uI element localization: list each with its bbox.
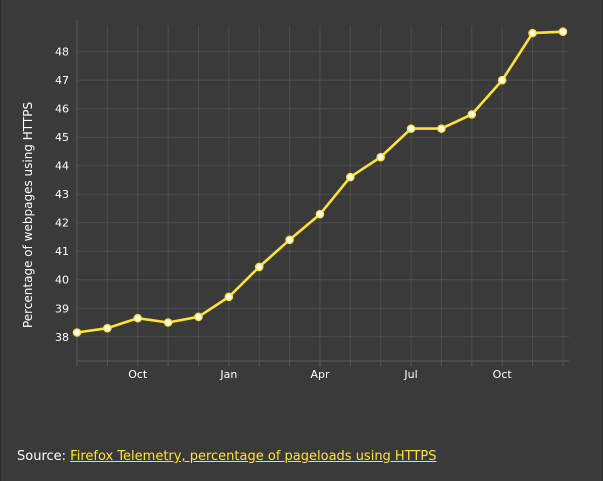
x-tick-label: Oct	[128, 368, 148, 381]
y-tick-label: 41	[55, 245, 69, 258]
data-point	[528, 28, 537, 38]
data-point	[285, 235, 294, 245]
series-https	[72, 27, 568, 337]
data-point	[133, 313, 143, 323]
axes	[76, 20, 569, 366]
data-point	[467, 110, 477, 119]
x-tick-label: Oct	[493, 368, 513, 381]
y-tick-label: 38	[55, 331, 69, 344]
y-axis-ticks: 38 39 40 41 42 43 44 45 46 47 48	[55, 46, 69, 344]
data-point	[194, 312, 203, 322]
data-point	[315, 209, 325, 219]
y-tick-label: 45	[55, 131, 69, 144]
y-tick-label: 48	[55, 46, 69, 59]
source-prefix: Source:	[17, 449, 71, 464]
y-tick-label: 47	[55, 74, 69, 87]
y-tick-label: 40	[55, 274, 69, 287]
data-point	[72, 328, 82, 337]
x-tick-label: Jan	[219, 368, 237, 381]
data-point	[558, 27, 568, 37]
data-point	[103, 323, 112, 333]
source-link[interactable]: Firefox Telemetry, percentage of pageloa…	[70, 449, 437, 464]
data-point	[224, 292, 234, 302]
y-tick-label: 46	[55, 103, 69, 116]
data-point	[437, 124, 446, 133]
data-point	[376, 152, 386, 162]
data-point	[406, 124, 416, 133]
https-line-chart: 38 39 40 41 42 43 44 45 46 47 48 Oct Jan Apr Jul Oct P…	[21, 20, 569, 381]
y-tick-label: 39	[55, 302, 69, 315]
data-point	[254, 262, 264, 272]
y-tick-label: 42	[55, 217, 69, 230]
y-tick-label: 44	[55, 160, 69, 173]
data-point	[346, 172, 355, 182]
y-axis-label: Percentage of webpages using HTTPS	[21, 102, 35, 328]
data-point	[163, 318, 173, 327]
grid-lines	[76, 26, 569, 361]
source-note: Source: Firefox Telemetry, percentage of…	[17, 449, 436, 465]
y-tick-label: 43	[55, 188, 69, 201]
x-tick-label: Apr	[310, 368, 330, 381]
x-axis-ticks: Oct Jan Apr Jul Oct	[128, 368, 512, 381]
x-tick-label: Jul	[403, 368, 417, 381]
data-point	[497, 75, 507, 85]
